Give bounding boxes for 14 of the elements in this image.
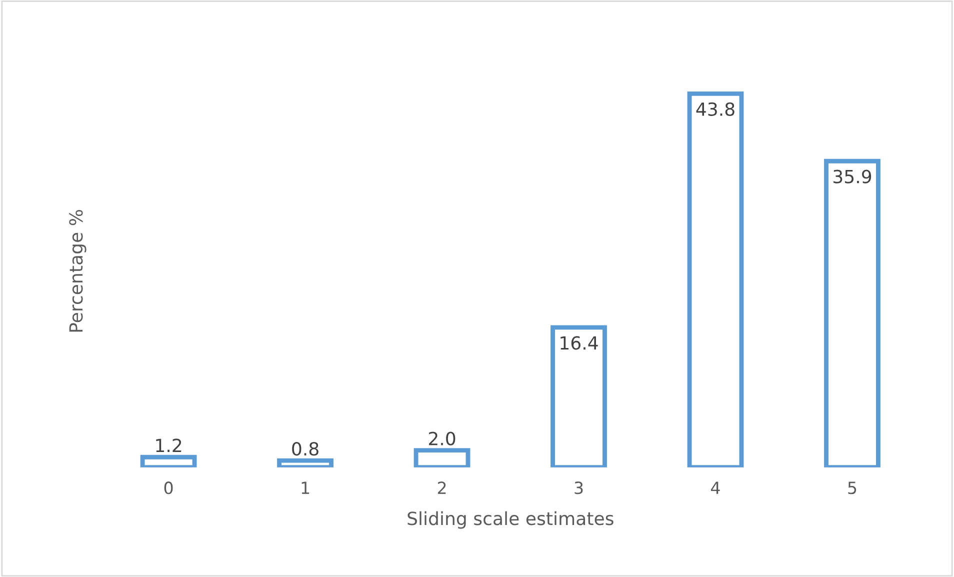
data-label: 43.8	[696, 102, 734, 116]
data-label: 2.0	[428, 432, 456, 446]
x-tick-label: 0	[164, 482, 173, 494]
x-tick-label: 5	[848, 482, 856, 494]
data-label: 0.8	[292, 442, 318, 456]
x-axis-title: Sliding scale estimates	[408, 511, 614, 529]
data-label: 16.4	[560, 336, 598, 350]
x-tick-label: 2	[438, 482, 446, 494]
x-tick-label: 4	[711, 482, 720, 494]
y-axis-title: Percentage %	[69, 210, 86, 332]
data-label: 35.9	[834, 170, 872, 184]
data-label: 1.2	[156, 438, 182, 452]
x-tick-label: 1	[302, 482, 310, 494]
x-tick-label: 3	[574, 482, 583, 494]
